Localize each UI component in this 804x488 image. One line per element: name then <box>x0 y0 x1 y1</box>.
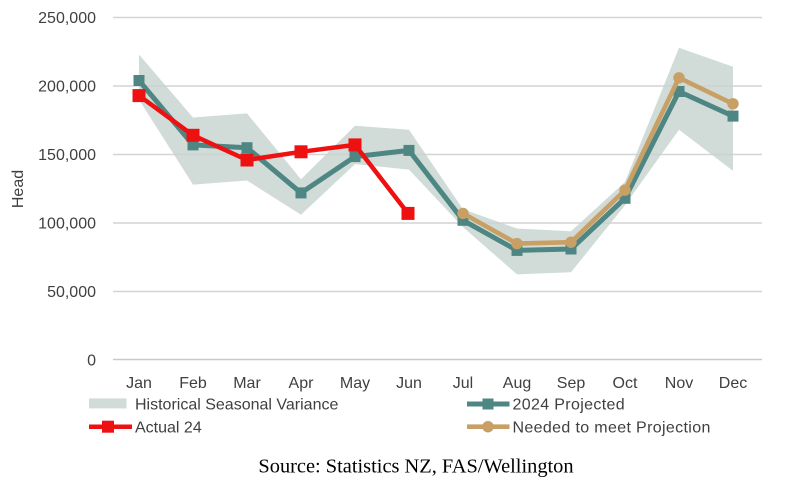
svg-text:0: 0 <box>87 353 96 370</box>
svg-text:Sep: Sep <box>557 375 586 392</box>
svg-text:Actual 24: Actual 24 <box>135 419 202 436</box>
svg-text:Historical Seasonal Variance: Historical Seasonal Variance <box>135 397 338 414</box>
svg-text:100,000: 100,000 <box>38 216 96 233</box>
svg-text:Jan: Jan <box>126 375 152 392</box>
svg-text:2024 Projected: 2024 Projected <box>513 397 626 414</box>
svg-text:Jul: Jul <box>453 375 473 392</box>
svg-text:May: May <box>340 375 370 392</box>
svg-text:Dec: Dec <box>719 375 747 392</box>
svg-text:Jun: Jun <box>396 375 422 392</box>
svg-text:200,000: 200,000 <box>38 79 96 96</box>
svg-text:Needed to meet Projection: Needed to meet Projection <box>513 419 711 436</box>
svg-text:50,000: 50,000 <box>47 284 96 301</box>
svg-text:Oct: Oct <box>613 375 638 392</box>
svg-text:Source: Statistics NZ, FAS/Wel: Source: Statistics NZ, FAS/Wellington <box>258 456 573 478</box>
svg-text:Head: Head <box>10 170 27 208</box>
svg-text:Mar: Mar <box>233 375 261 392</box>
svg-text:250,000: 250,000 <box>38 10 96 27</box>
svg-text:150,000: 150,000 <box>38 147 96 164</box>
svg-text:Apr: Apr <box>289 375 315 392</box>
svg-text:Feb: Feb <box>179 375 207 392</box>
svg-text:Nov: Nov <box>665 375 693 392</box>
svg-text:Aug: Aug <box>503 375 531 392</box>
